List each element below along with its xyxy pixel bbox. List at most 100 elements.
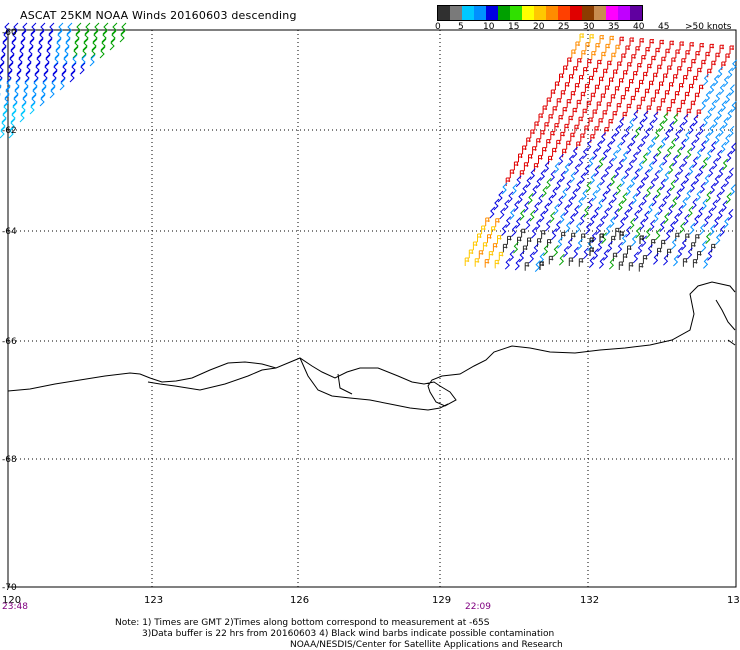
colorbar-cell xyxy=(486,6,498,20)
wind-barb xyxy=(697,206,704,219)
wind-barb xyxy=(511,225,517,237)
wind-barb xyxy=(704,132,711,144)
wind-barb xyxy=(545,219,552,232)
wind-barb xyxy=(604,85,610,94)
wind-barb xyxy=(640,135,647,148)
wind-barb xyxy=(523,201,530,213)
wind-barb xyxy=(538,155,543,164)
wind-barb xyxy=(69,70,76,83)
wind-barb xyxy=(711,243,716,253)
wind-barb xyxy=(727,209,734,221)
wind-barb xyxy=(644,88,650,98)
wind-barb xyxy=(708,165,714,178)
wind-barb xyxy=(688,122,695,135)
wind-barb xyxy=(672,154,678,167)
wind-barb xyxy=(627,201,634,213)
wind-barb xyxy=(505,216,512,228)
wind-barb xyxy=(592,148,598,160)
wind-barb xyxy=(696,148,703,160)
wind-barb xyxy=(574,163,580,176)
wind-barb xyxy=(629,79,634,88)
wind-barb xyxy=(507,235,512,245)
wind-barb xyxy=(729,45,734,54)
wind-barb xyxy=(685,189,692,201)
wind-barb xyxy=(565,221,572,233)
wind-barb xyxy=(5,78,12,91)
wind-barb xyxy=(596,140,603,152)
wind-barb xyxy=(645,227,652,240)
wind-barb xyxy=(730,101,737,113)
colorbar-cell xyxy=(498,6,510,20)
wind-barb xyxy=(655,186,662,199)
wind-barb xyxy=(595,181,602,194)
wind-barb xyxy=(596,101,602,110)
wind-barb xyxy=(669,40,674,50)
wind-barb xyxy=(49,86,56,99)
wind-barb xyxy=(663,253,669,266)
wind-barb xyxy=(2,102,9,115)
wind-barb xyxy=(672,113,679,125)
wind-barb xyxy=(484,259,490,268)
wind-barb xyxy=(671,237,677,250)
colorbar-label: 15 xyxy=(508,22,520,32)
wind-barb xyxy=(0,86,2,95)
wind-barb xyxy=(71,54,78,67)
wind-barb xyxy=(575,221,582,234)
wind-barb xyxy=(537,238,542,247)
wind-barb xyxy=(572,107,578,117)
wind-barb xyxy=(631,193,638,205)
wind-barb xyxy=(56,30,63,43)
wind-barb xyxy=(692,156,698,168)
longitude-label: 135 xyxy=(727,595,740,606)
wind-barb xyxy=(523,162,529,171)
wind-barb xyxy=(477,233,482,242)
wind-barb xyxy=(588,117,593,126)
wind-barb xyxy=(705,51,710,61)
wind-barb xyxy=(705,90,711,103)
wind-barb xyxy=(619,78,624,87)
wind-barb xyxy=(635,226,642,239)
wind-barb xyxy=(682,113,689,126)
wind-barb xyxy=(524,262,530,271)
wind-barb xyxy=(648,119,655,132)
wind-barb xyxy=(658,120,665,132)
wind-barb xyxy=(700,98,707,111)
wind-barb xyxy=(511,183,518,196)
wind-barb xyxy=(554,81,560,90)
wind-barb xyxy=(635,185,642,197)
wind-barb xyxy=(75,22,82,35)
wind-barb xyxy=(585,42,590,51)
wind-barb xyxy=(715,91,721,104)
wind-barb xyxy=(543,202,550,215)
wind-barb xyxy=(698,165,704,177)
wind-barb xyxy=(614,166,620,179)
wind-barb xyxy=(584,83,590,93)
wind-barb xyxy=(670,99,676,108)
wind-barb xyxy=(725,53,730,62)
wind-barb xyxy=(727,67,734,80)
wind-barb xyxy=(525,217,532,230)
wind-barb xyxy=(693,75,698,85)
colorbar-cell xyxy=(474,6,486,20)
wind-barb xyxy=(575,180,582,192)
wind-barb xyxy=(637,63,642,72)
wind-barb xyxy=(66,22,73,35)
wind-barb xyxy=(41,78,48,91)
colorbar-cell xyxy=(558,6,570,20)
wind-barb xyxy=(712,157,718,170)
wind-barb xyxy=(716,108,723,120)
wind-barb xyxy=(601,51,606,61)
wind-barb xyxy=(716,149,723,162)
wind-barb xyxy=(528,251,535,264)
wind-barb xyxy=(590,134,595,143)
wind-barb xyxy=(517,236,522,246)
time-label-left: 23:48 xyxy=(2,602,28,612)
colorbar-cell xyxy=(618,6,630,20)
wind-barb xyxy=(572,146,578,159)
wind-barb xyxy=(645,185,652,198)
wind-barb xyxy=(679,180,686,192)
wind-barb xyxy=(45,46,52,59)
wind-barb xyxy=(692,259,698,268)
wind-barb xyxy=(59,78,66,91)
wind-barb xyxy=(652,111,659,124)
